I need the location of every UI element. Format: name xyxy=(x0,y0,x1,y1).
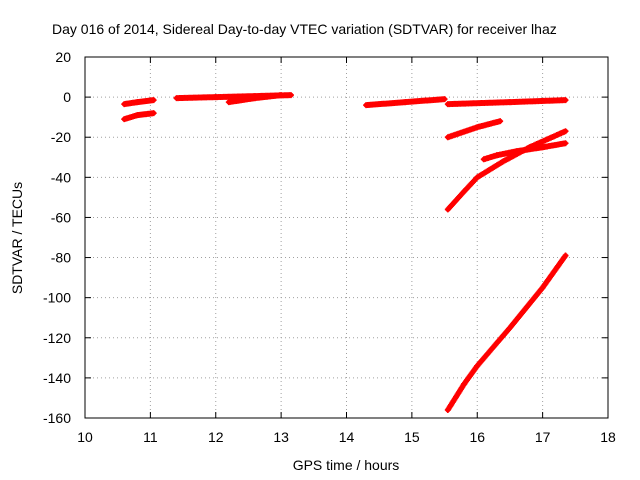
series-track-4 xyxy=(225,92,285,106)
y-tick-label: -120 xyxy=(43,330,71,346)
y-tick-label: 0 xyxy=(63,89,71,105)
series-track-2 xyxy=(121,110,157,123)
series-track-8 xyxy=(444,128,569,213)
y-tick-label: -160 xyxy=(43,410,71,426)
x-tick-label: 13 xyxy=(273,429,289,445)
series-track-9 xyxy=(480,140,569,163)
tick-labels: 10 11 12 13 14 15 16 17 18 -160 -140 -120 -100 -80 -60… xyxy=(43,49,616,445)
y-tick-label: -40 xyxy=(51,169,71,185)
x-tick-label: 12 xyxy=(208,429,224,445)
x-tick-label: 16 xyxy=(469,429,485,445)
series-track-1 xyxy=(121,97,157,108)
series-line xyxy=(481,140,569,162)
data-series xyxy=(121,92,569,413)
x-tick-label: 18 xyxy=(600,429,616,445)
series-line xyxy=(445,253,569,413)
series-line xyxy=(121,97,157,107)
series-line xyxy=(445,128,569,212)
series-line xyxy=(445,97,569,107)
series-track-6 xyxy=(444,97,569,108)
y-tick-label: -20 xyxy=(51,129,71,145)
y-tick-label: -60 xyxy=(51,209,71,225)
series-track-10 xyxy=(444,252,569,413)
series-track-5 xyxy=(363,96,448,109)
series-line xyxy=(121,110,157,122)
x-tick-label: 10 xyxy=(77,429,93,445)
y-axis-label: SDTVAR / TECUs xyxy=(9,182,25,294)
series-line xyxy=(445,118,503,140)
x-tick-label: 15 xyxy=(404,429,420,445)
x-tick-label: 11 xyxy=(143,429,158,445)
y-tick-label: -100 xyxy=(43,290,71,306)
series-line xyxy=(226,92,284,105)
x-tick-label: 17 xyxy=(535,429,551,445)
plot-frame xyxy=(84,56,609,419)
x-tick-label: 14 xyxy=(339,429,355,445)
x-axis-label: GPS time / hours xyxy=(293,457,400,473)
series-line xyxy=(363,96,448,108)
chart-title: Day 016 of 2014, Sidereal Day-to-day VTE… xyxy=(52,21,557,37)
y-tick-label: -140 xyxy=(43,370,71,386)
series-track-7 xyxy=(444,118,504,141)
grid-lines xyxy=(85,57,608,418)
y-tick-label: 20 xyxy=(55,49,71,65)
y-tick-label: -80 xyxy=(51,250,71,266)
